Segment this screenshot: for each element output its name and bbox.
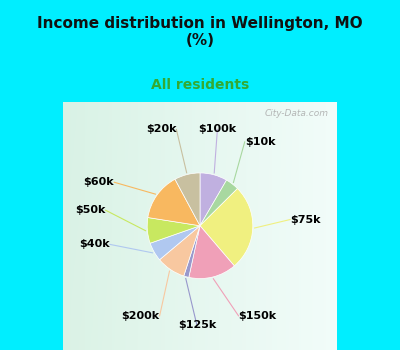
Text: $60k: $60k (84, 177, 114, 187)
Text: $75k: $75k (290, 215, 320, 225)
Wedge shape (175, 173, 200, 226)
Wedge shape (200, 180, 238, 226)
Text: Income distribution in Wellington, MO
(%): Income distribution in Wellington, MO (%… (37, 16, 363, 48)
Wedge shape (150, 226, 200, 260)
Text: City-Data.com: City-Data.com (264, 109, 328, 118)
Text: $125k: $125k (178, 320, 216, 330)
Text: $50k: $50k (75, 205, 106, 215)
Text: $40k: $40k (79, 239, 110, 250)
Wedge shape (200, 173, 226, 226)
Wedge shape (160, 226, 200, 276)
Text: $200k: $200k (122, 311, 160, 321)
Text: $10k: $10k (245, 137, 275, 147)
Wedge shape (200, 189, 253, 266)
Wedge shape (184, 226, 200, 277)
Text: $100k: $100k (198, 125, 236, 134)
Wedge shape (147, 218, 200, 243)
Text: All residents: All residents (151, 78, 249, 92)
Text: $150k: $150k (238, 311, 277, 321)
Text: $20k: $20k (146, 125, 176, 134)
Wedge shape (148, 179, 200, 226)
Wedge shape (189, 226, 234, 279)
